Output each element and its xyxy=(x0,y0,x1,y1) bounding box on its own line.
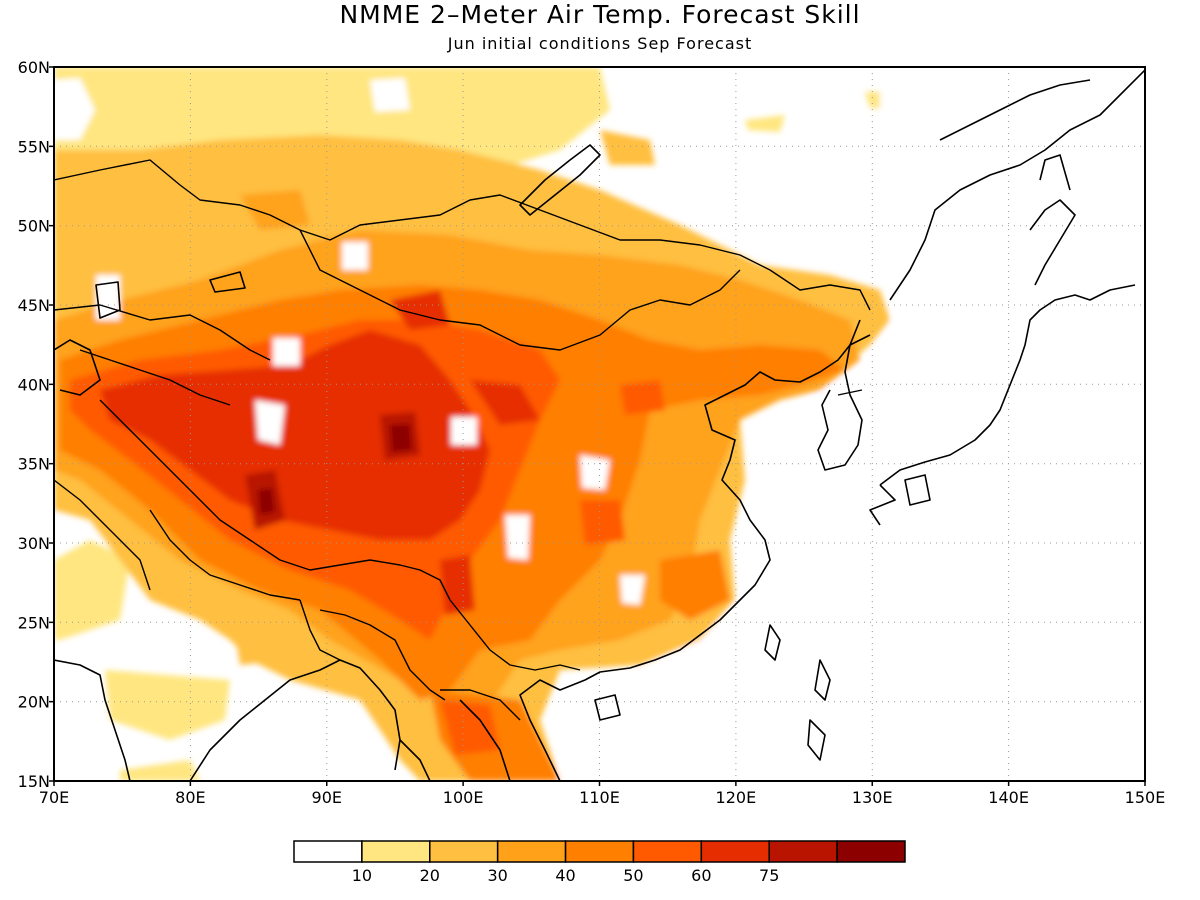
y-tick-label: 15N xyxy=(18,772,50,791)
colorbar-label: 40 xyxy=(555,866,575,885)
map-title: NMME 2–Meter Air Temp. Forecast Skill xyxy=(339,0,861,29)
colorbar-label: 50 xyxy=(623,866,643,885)
x-tick-label: 80E xyxy=(175,788,205,807)
y-tick-label: 50N xyxy=(18,217,50,236)
y-tick-label: 45N xyxy=(18,296,50,315)
colorbar-swatch xyxy=(293,840,363,863)
x-tick-label: 130E xyxy=(852,788,893,807)
country-borders xyxy=(54,159,871,721)
x-axis-ticks: 70E 80E 90E 100E 110E 120E 130E 140E 150E xyxy=(39,781,1166,807)
colorbar-label: 30 xyxy=(487,866,507,885)
x-tick-label: 70E xyxy=(39,788,69,807)
y-tick-label: 20N xyxy=(18,693,50,712)
y-tick-label: 60N xyxy=(18,58,50,77)
y-axis-ticks: 15N 20N 25N 30N 35N 40N 45N 50N 55N 60N xyxy=(18,58,54,791)
colorbar-swatch xyxy=(429,840,499,863)
colorbar-swatch xyxy=(768,840,838,863)
colorbar-swatch xyxy=(836,840,906,863)
x-tick-label: 140E xyxy=(988,788,1029,807)
map-subtitle: Jun initial conditions Sep Forecast xyxy=(447,34,753,53)
colorbar-label: 60 xyxy=(691,866,711,885)
colorbar-swatch xyxy=(700,840,770,863)
x-tick-label: 150E xyxy=(1125,788,1166,807)
colorbar-swatch xyxy=(632,840,703,863)
x-tick-label: 90E xyxy=(312,788,342,807)
y-tick-label: 55N xyxy=(18,137,50,156)
y-tick-label: 35N xyxy=(18,455,50,474)
y-tick-label: 30N xyxy=(18,534,50,553)
y-tick-label: 40N xyxy=(18,375,50,394)
colorbar-swatch xyxy=(361,840,431,863)
graticule xyxy=(54,67,1145,781)
colorbar-label: 20 xyxy=(420,866,440,885)
colorbar: 10 20 30 40 50 60 75 xyxy=(293,840,906,885)
x-tick-label: 110E xyxy=(579,788,620,807)
x-tick-label: 100E xyxy=(443,788,484,807)
x-tick-label: 120E xyxy=(716,788,757,807)
coastlines xyxy=(54,69,1145,781)
colorbar-swatch xyxy=(496,840,567,863)
colorbar-swatch xyxy=(564,840,635,863)
colorbar-label: 75 xyxy=(759,866,779,885)
y-tick-label: 25N xyxy=(18,613,50,632)
colorbar-label: 10 xyxy=(352,866,372,885)
